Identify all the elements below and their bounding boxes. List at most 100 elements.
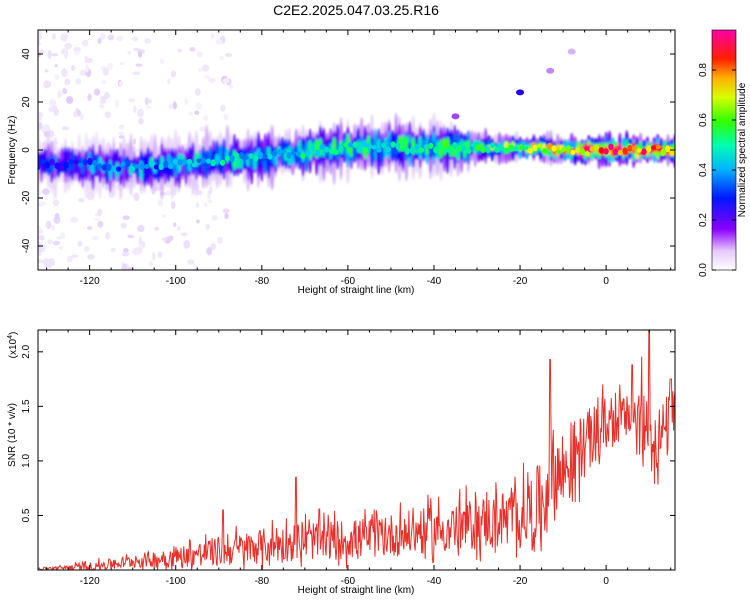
speckle — [54, 64, 58, 68]
ridge-peak — [456, 145, 462, 152]
ridge-peak — [68, 159, 74, 165]
speckle — [47, 239, 53, 245]
speckle — [211, 33, 215, 39]
speckle — [106, 62, 113, 71]
ridge-peak — [305, 149, 311, 157]
ridge-peak — [466, 148, 472, 154]
ridge-peak — [215, 155, 221, 162]
ridge-cell — [349, 145, 354, 158]
ridge-peak — [96, 163, 103, 170]
speckle — [127, 234, 135, 239]
speckle — [116, 35, 124, 42]
speckle — [144, 97, 149, 106]
ridge-peak — [40, 158, 46, 165]
snr-panel: -120 -100 -80 -60 -40 -20 0 0.5 1.0 1.5 2.0 Heigh… — [7, 329, 676, 596]
ridge-peak — [665, 145, 671, 153]
x-tick-label: 0 — [603, 276, 609, 287]
spectrogram-x-label: Height of straight line (km) — [298, 285, 415, 296]
speckle — [132, 36, 139, 42]
ridge-peak — [641, 148, 647, 156]
speckle — [152, 252, 156, 261]
ridge-peak — [234, 152, 240, 158]
speckle — [128, 98, 136, 103]
speckle — [137, 108, 144, 118]
speckle — [76, 109, 81, 117]
ridge-peak — [59, 165, 65, 170]
speckle — [122, 248, 129, 253]
ridge-peak — [669, 149, 675, 155]
speckle — [121, 251, 130, 257]
ridge-peak — [603, 148, 609, 155]
ridge-peak — [655, 144, 661, 150]
ridge-peak — [38, 164, 41, 170]
ridge-peak — [291, 150, 297, 156]
ridge-peak — [494, 147, 500, 153]
ridge-peak — [158, 163, 164, 171]
ridge-peak — [49, 158, 55, 166]
snr-x-label: Height of straight line (km) — [298, 585, 415, 596]
speckle — [70, 254, 79, 258]
ridge-cell — [466, 139, 471, 150]
speckle — [224, 212, 229, 220]
speckle — [99, 104, 105, 109]
snr-scale-note: (x104) — [7, 332, 19, 359]
x-tick-label: 0 — [603, 576, 609, 587]
ridge-peak — [660, 148, 666, 157]
speckle — [38, 33, 42, 42]
ridge-peak — [125, 160, 131, 167]
speckle — [119, 62, 124, 66]
ridge-peak — [527, 148, 533, 154]
ridge-peak — [73, 159, 79, 165]
ridge-peak — [177, 159, 183, 166]
ridge-cell — [111, 154, 116, 169]
ridge-peak — [418, 147, 425, 153]
ridge-cell — [383, 137, 388, 158]
ridge-peak — [433, 146, 439, 154]
speckle — [101, 95, 107, 104]
ridge-peak — [347, 142, 354, 148]
speckle — [183, 239, 191, 249]
ridge-peak — [262, 153, 268, 160]
speckle — [110, 247, 116, 252]
speckle — [74, 51, 80, 56]
speckle — [104, 111, 112, 119]
ridge-peak — [281, 149, 287, 154]
ridge-cell — [400, 135, 406, 151]
ridge-peak — [646, 145, 652, 153]
speckle — [42, 188, 50, 195]
speckle — [204, 203, 208, 207]
ridge-peak — [556, 149, 562, 155]
y-tick-label: 40 — [21, 48, 32, 60]
ridge-peak — [357, 146, 363, 154]
speckle — [80, 113, 84, 121]
speckle — [38, 235, 45, 240]
speckle — [189, 47, 196, 52]
y-tick-label: 1.5 — [21, 399, 32, 413]
ridge-peak — [191, 162, 197, 168]
ridge-peak — [470, 142, 477, 148]
speckle — [38, 112, 44, 118]
speckle — [137, 51, 143, 58]
ridge-peak — [196, 158, 202, 163]
speckle — [194, 110, 200, 116]
speckle — [60, 33, 69, 42]
ridge-peak — [622, 147, 628, 155]
speckle — [132, 105, 137, 114]
speckle — [118, 131, 125, 136]
ridge-peak — [309, 145, 316, 151]
ridge-peak — [272, 150, 278, 157]
speckle — [42, 258, 50, 267]
ridge-peak — [63, 161, 70, 169]
speckle — [201, 64, 210, 72]
x-tick-label: -120 — [80, 576, 100, 587]
speckle — [64, 78, 71, 86]
ridge-cell — [235, 155, 240, 169]
ridge-peak — [149, 160, 155, 167]
speckle — [83, 245, 90, 252]
speckle — [51, 33, 56, 40]
ridge-peak — [106, 163, 112, 171]
speckle — [119, 81, 124, 87]
speckle — [84, 55, 88, 64]
ridge-peak — [111, 165, 117, 173]
speckle — [144, 38, 151, 44]
